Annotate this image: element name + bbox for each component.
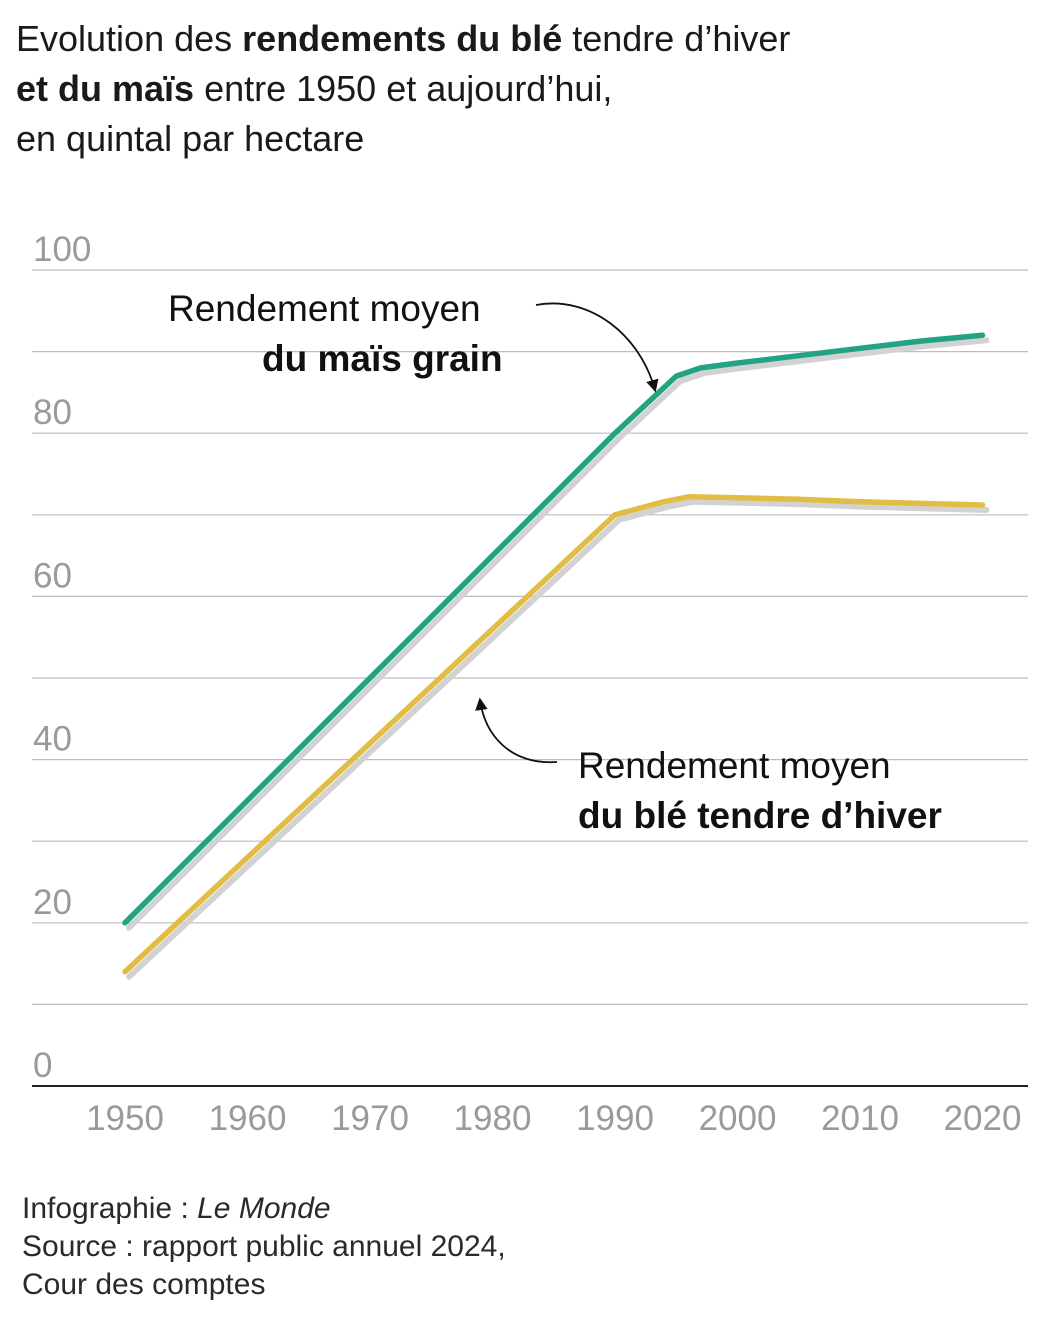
mais-annotation-line-2: du maïs grain — [254, 334, 509, 384]
x-tick-label: 1950 — [86, 1099, 164, 1138]
x-tick-label: 1990 — [576, 1099, 654, 1138]
title-line-2: et du maïs entre 1950 et aujourd’hui, — [16, 68, 613, 109]
y-tick-label: 100 — [33, 230, 91, 269]
ble-annotation-line-2: du blé tendre d’hiver — [570, 791, 948, 841]
title-line-1: Evolution des rendements du blé tendre d… — [16, 18, 791, 59]
ble-annotation-arrow — [475, 697, 558, 763]
line-chart: 0 20 40 60 80 100 1950 1960 1970 1980 1990 2000 201… — [32, 230, 1028, 1138]
ble-annotation-line-1: Rendement moyen — [578, 745, 891, 786]
x-tick-label: 1980 — [454, 1099, 532, 1138]
footer: Infographie : Le Monde Source : rapport … — [22, 1190, 506, 1304]
series-shadows — [126, 337, 990, 980]
x-tick-label: 1970 — [331, 1099, 409, 1138]
mais-annotation-line-1: Rendement moyen — [168, 288, 481, 329]
x-tick-label: 2000 — [699, 1099, 777, 1138]
y-tick-label: 20 — [33, 883, 72, 922]
series-lines — [122, 332, 986, 975]
mais-annotation: Rendement moyen du maïs grain — [168, 284, 509, 384]
mais-annotation-arrow — [535, 302, 659, 393]
ble-annotation: Rendement moyen du blé tendre d’hiver — [570, 741, 948, 841]
ble-series-line — [122, 494, 986, 975]
y-tick-label: 80 — [33, 393, 72, 432]
chart-title: Evolution des rendements du blé tendre d… — [16, 14, 1016, 164]
mais-line-shadow — [126, 337, 990, 931]
x-tick-label: 2010 — [821, 1099, 899, 1138]
mais-series-line — [122, 332, 986, 926]
ble-line-shadow — [126, 498, 990, 980]
title-line-3: en quintal par hectare — [16, 118, 365, 159]
y-tick-label: 0 — [33, 1046, 52, 1085]
x-axis-tick-labels: 1950 1960 1970 1980 1990 2000 2010 2020 — [86, 1099, 1021, 1138]
source-line-2: Cour des comptes — [22, 1268, 266, 1301]
credit-line: Infographie : Le Monde — [22, 1192, 331, 1225]
source-line-1: Source : rapport public annuel 2024, — [22, 1230, 506, 1263]
y-tick-label: 40 — [33, 720, 72, 759]
y-axis-tick-labels: 0 20 40 60 80 100 — [33, 230, 91, 1085]
x-tick-label: 2020 — [944, 1099, 1022, 1138]
x-tick-label: 1960 — [209, 1099, 287, 1138]
y-tick-label: 60 — [33, 556, 72, 595]
